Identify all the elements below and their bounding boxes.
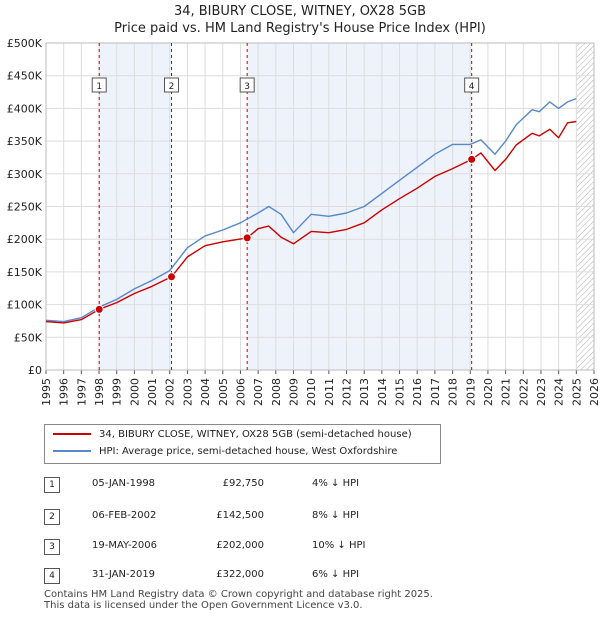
legend-item-property: 34, BIBURY CLOSE, WITNEY, OX28 5GB (semi… (53, 428, 412, 442)
sale-hpi-diff: 6% ↓ HPI (312, 569, 360, 580)
x-tick-label: 2001 (146, 378, 159, 406)
sale-number: 4 (44, 568, 60, 584)
y-tick-label: £300K (7, 168, 43, 181)
x-tick-label: 2005 (217, 378, 230, 406)
x-tick-label: 2004 (199, 378, 212, 406)
sale-point (94, 304, 104, 314)
legend-label-property: 34, BIBURY CLOSE, WITNEY, OX28 5GB (semi… (99, 429, 412, 440)
sale-date: 31-JAN-2019 (92, 569, 156, 580)
sale-row: 1 05-JAN-1998 £92,750 4% ↓ HPI (0, 477, 600, 499)
sale-date: 19-MAY-2006 (92, 540, 158, 551)
sale-row: 3 19-MAY-2006 £202,000 10% ↓ HPI (0, 539, 600, 561)
x-tick-label: 2002 (164, 378, 177, 406)
x-tick-label: 2008 (270, 378, 283, 406)
x-tick-label: 2022 (517, 378, 530, 406)
hpi-line (45, 97, 577, 323)
y-tick-label: £400K (7, 102, 43, 115)
sale-price: £322,000 (216, 569, 264, 580)
footer-licence: This data is licensed under the Open Gov… (44, 600, 363, 611)
legend-item-hpi: HPI: Average price, semi-detached house,… (53, 445, 397, 459)
sale-hpi-diff: 8% ↓ HPI (312, 510, 360, 521)
legend-label-hpi: HPI: Average price, semi-detached house,… (99, 446, 398, 457)
sale-number: 1 (44, 477, 60, 493)
legend-swatch-property (53, 433, 91, 435)
sale-row: 2 06-FEB-2002 £142,500 8% ↓ HPI (0, 509, 600, 531)
sale-box-label: 3 (244, 82, 250, 92)
sale-number: 2 (44, 509, 60, 525)
property-price-line (45, 120, 577, 324)
sale-point (242, 233, 252, 243)
x-tick-label: 1997 (75, 378, 88, 406)
sale-point (467, 154, 477, 164)
x-tick-label: 2023 (535, 378, 548, 406)
price-chart: £0 £50K £100K £150K £200K £250K £300K £350K £400… (7, 37, 600, 406)
x-tick-label: 2020 (482, 378, 495, 406)
x-tick-label: 2010 (305, 378, 318, 406)
sale-box (91, 77, 107, 93)
sale-price: £92,750 (222, 478, 264, 489)
plot-border (45, 42, 595, 371)
footer-copyright: Contains HM Land Registry data © Crown c… (44, 589, 433, 600)
sale-hpi-diff: 10% ↓ HPI (312, 540, 366, 551)
x-tick-label: 2019 (464, 378, 477, 406)
legend-swatch-hpi (53, 450, 91, 452)
x-tick-label: 1999 (111, 378, 124, 406)
x-tick-label: 2024 (553, 378, 566, 406)
x-tick-label: 1995 (40, 378, 53, 406)
sale-box (239, 77, 255, 93)
y-tick-label: £100K (7, 299, 43, 312)
x-tick-label: 2025 (570, 378, 583, 406)
y-tick-label: £0 (28, 364, 42, 377)
x-tick-label: 2017 (429, 378, 442, 406)
sale-hpi-diff: 4% ↓ HPI (312, 478, 360, 489)
x-tick-label: 2014 (376, 378, 389, 406)
sale-box-label: 4 (469, 82, 475, 92)
sale-price: £142,500 (216, 510, 264, 521)
chart-subtitle: Price paid vs. HM Land Registry's House … (114, 21, 486, 36)
x-tick-label: 2000 (128, 378, 141, 406)
chart-title: 34, BIBURY CLOSE, WITNEY, OX28 5GB (173, 4, 427, 19)
x-tick-label: 2016 (411, 378, 424, 406)
x-tick-label: 2011 (323, 378, 336, 406)
x-tick-label: 2026 (588, 378, 600, 406)
x-tick-label: 2021 (500, 378, 513, 406)
sale-box (164, 77, 180, 93)
y-tick-label: £150K (7, 266, 43, 279)
x-tick-label: 1996 (58, 378, 71, 406)
x-tick-label: 2018 (447, 378, 460, 406)
x-tick-label: 2007 (252, 378, 265, 406)
x-tick-label: 2009 (287, 378, 300, 406)
y-tick-label: £250K (7, 201, 43, 214)
sale-point (167, 272, 177, 282)
legend: 34, BIBURY CLOSE, WITNEY, OX28 5GB (semi… (44, 424, 441, 464)
sale-date: 06-FEB-2002 (92, 510, 157, 521)
x-tick-label: 1998 (93, 378, 106, 406)
sale-box (464, 77, 480, 93)
y-tick-label: £450K (7, 70, 43, 83)
sale-number: 3 (44, 539, 60, 555)
y-tick-label: £200K (7, 233, 43, 246)
sale-price: £202,000 (216, 540, 264, 551)
x-tick-label: 2003 (181, 378, 194, 406)
sale-date: 05-JAN-1998 (92, 478, 156, 489)
sale-box-label: 1 (96, 82, 102, 92)
y-tick-label: £50K (14, 331, 43, 344)
y-tick-label: £500K (7, 37, 43, 50)
x-tick-label: 2012 (341, 378, 354, 406)
y-tick-label: £350K (7, 135, 43, 148)
sale-row: 4 31-JAN-2019 £322,000 6% ↓ HPI (0, 568, 600, 590)
x-tick-label: 2013 (358, 378, 371, 406)
x-tick-label: 2006 (234, 378, 247, 406)
x-tick-label: 2015 (394, 378, 407, 406)
sale-box-label: 2 (169, 82, 175, 92)
